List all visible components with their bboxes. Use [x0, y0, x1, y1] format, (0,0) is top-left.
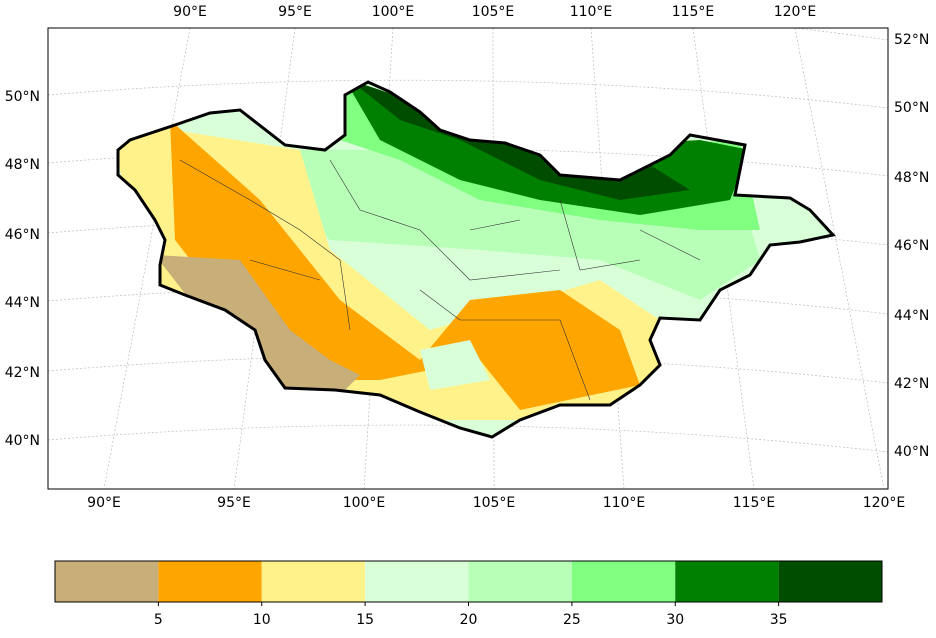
colorbar-segment — [365, 561, 469, 602]
bottom-lon-label: 90°E — [87, 495, 121, 511]
left-lat-label: 50°N — [5, 89, 40, 105]
right-lat-label: 48°N — [894, 170, 929, 186]
left-lat-label: 44°N — [5, 295, 40, 311]
colorbar-tick-label: 15 — [356, 612, 374, 628]
colorbar-segment — [468, 561, 572, 602]
bottom-lon-label: 105°E — [473, 495, 516, 511]
bottom-lon-label: 115°E — [733, 495, 776, 511]
top-lon-label: 95°E — [278, 4, 312, 20]
colorbar-segment — [55, 561, 159, 602]
top-lon-label: 110°E — [570, 4, 613, 20]
colorbar-segment — [261, 561, 366, 602]
right-lat-label: 40°N — [894, 444, 929, 460]
colorbar-segment — [571, 561, 676, 602]
left-lat-label: 40°N — [5, 433, 40, 449]
colorbar-tick-label: 35 — [770, 612, 788, 628]
bottom-lon-label: 95°E — [217, 495, 251, 511]
top-lon-label: 105°E — [472, 4, 515, 20]
left-lat-label: 46°N — [5, 227, 40, 243]
right-lat-label: 44°N — [894, 308, 929, 324]
bottom-lon-label: 110°E — [603, 495, 646, 511]
colorbar-segment — [158, 561, 262, 602]
left-lat-label: 48°N — [5, 157, 40, 173]
map-frame — [47, 27, 889, 490]
right-lat-label: 52°N — [894, 32, 929, 48]
colorbar-tick-label: 10 — [253, 612, 271, 628]
colorbar-segment — [675, 561, 779, 602]
country-outline — [116, 80, 836, 439]
right-lat-label: 42°N — [894, 376, 929, 392]
top-lon-label: 100°E — [372, 4, 415, 20]
colorbar-segment — [778, 561, 882, 602]
bottom-lon-label: 120°E — [863, 495, 906, 511]
colorbar-tick-label: 25 — [563, 612, 581, 628]
top-lon-label: 115°E — [672, 4, 715, 20]
right-lat-label: 46°N — [894, 238, 929, 254]
top-lon-label: 90°E — [173, 4, 207, 20]
colorbar-tick-label: 20 — [460, 612, 478, 628]
bottom-lon-label: 100°E — [343, 495, 386, 511]
top-lon-label: 120°E — [774, 4, 817, 20]
right-lat-label: 50°N — [894, 100, 929, 116]
colorbar-tick-label: 5 — [154, 612, 163, 628]
colorbar-tick-label: 30 — [666, 612, 684, 628]
left-lat-label: 42°N — [5, 365, 40, 381]
